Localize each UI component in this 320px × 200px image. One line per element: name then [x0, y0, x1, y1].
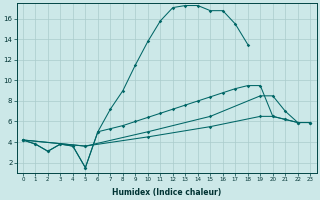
X-axis label: Humidex (Indice chaleur): Humidex (Indice chaleur) — [112, 188, 221, 197]
